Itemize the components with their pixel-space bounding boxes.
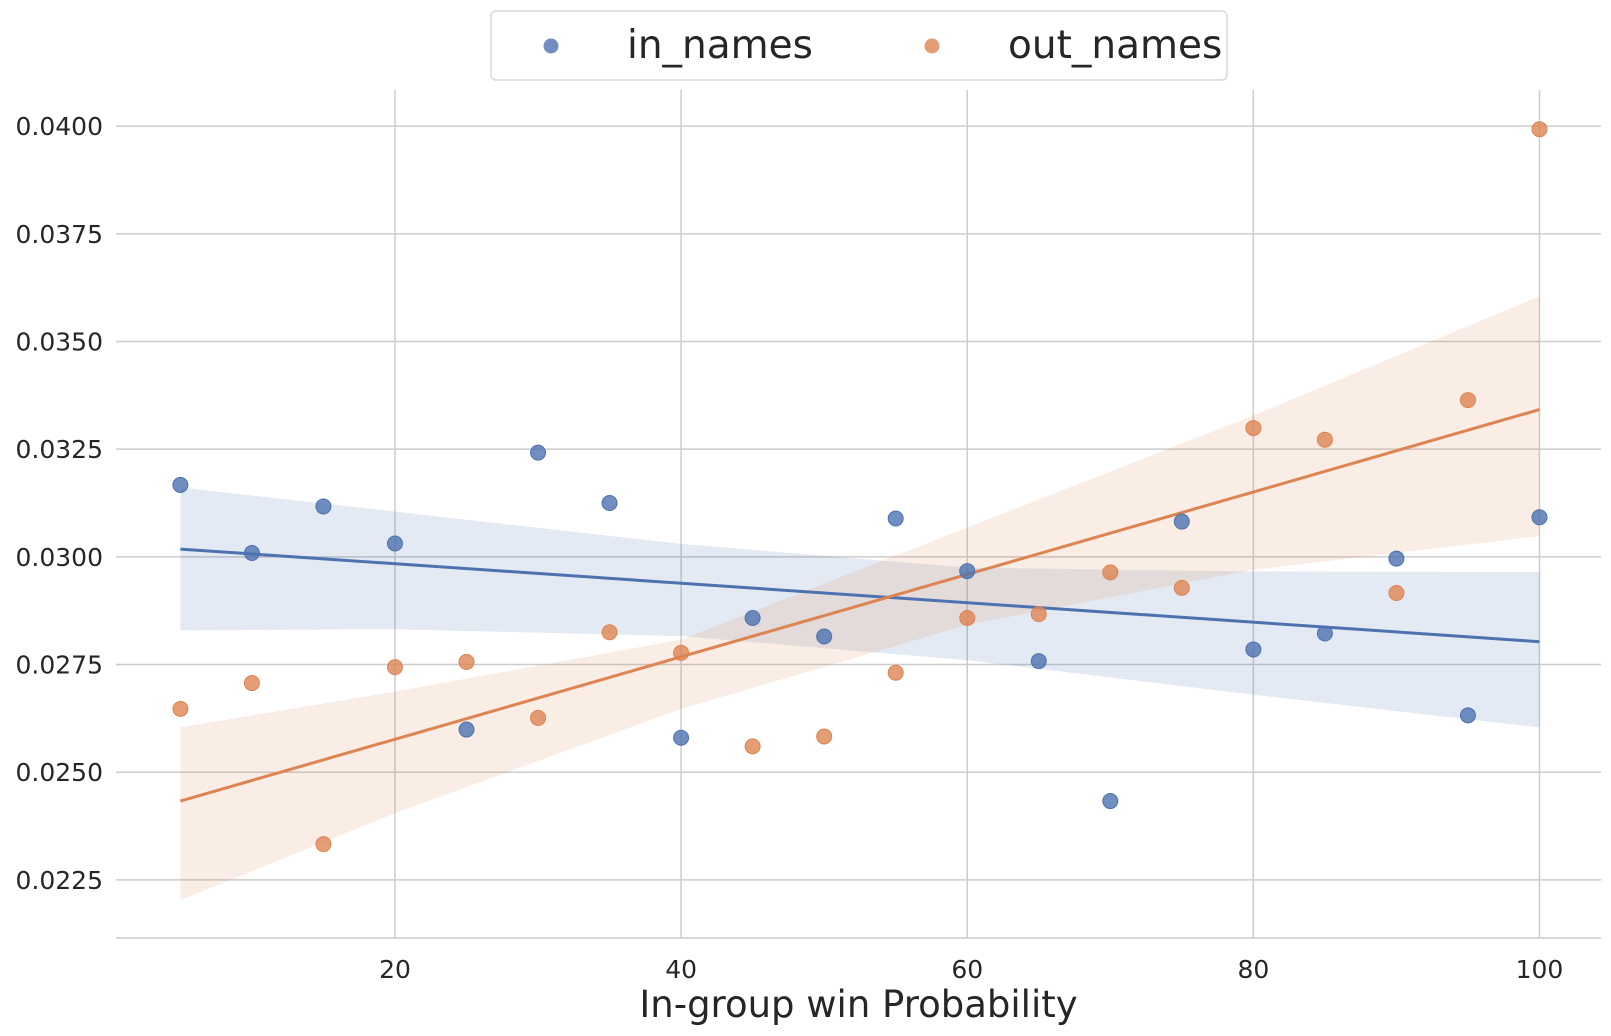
- data-point-out_names: [172, 700, 189, 717]
- y-tick-label: 0.0325: [16, 435, 103, 464]
- data-point-in_names: [1388, 550, 1405, 567]
- x-tick-label: 60: [951, 955, 983, 984]
- y-tick-label: 0.0400: [16, 112, 103, 141]
- confidence-bands: [180, 296, 1540, 901]
- data-point-out_names: [386, 659, 403, 676]
- legend-frame: [490, 10, 1228, 81]
- data-point-out_names: [1102, 564, 1119, 581]
- data-point-out_names: [458, 653, 475, 670]
- x-axis-title: In-group win Probability: [639, 983, 1077, 1026]
- data-point-in_names: [1531, 509, 1548, 526]
- data-point-in_names: [1030, 653, 1047, 670]
- y-tick-label: 0.0375: [16, 220, 103, 249]
- data-point-in_names: [959, 563, 976, 580]
- data-point-in_names: [1102, 793, 1119, 810]
- data-point-out_names: [1030, 606, 1047, 623]
- data-point-out_names: [1316, 431, 1333, 448]
- data-point-in_names: [1316, 625, 1333, 642]
- legend-marker-out_names: [924, 38, 940, 54]
- legend: in_names out_names: [490, 10, 1228, 81]
- data-point-out_names: [1245, 420, 1262, 437]
- y-tick-label: 0.0300: [16, 543, 103, 572]
- data-point-in_names: [243, 544, 260, 561]
- x-tick-label: 20: [379, 955, 411, 984]
- fit-line-out_names: [179, 408, 1540, 803]
- y-tick-label: 0.0275: [16, 651, 103, 680]
- data-point-in_names: [1173, 513, 1190, 530]
- data-points: [172, 121, 1548, 853]
- confidence-band-in_names: [180, 487, 1540, 728]
- data-point-out_names: [816, 728, 833, 745]
- data-point-out_names: [601, 624, 618, 641]
- data-point-out_names: [243, 675, 260, 692]
- data-point-out_names: [315, 836, 332, 853]
- data-point-in_names: [887, 510, 904, 527]
- legend-marker-in_names: [543, 38, 559, 54]
- data-point-out_names: [1459, 392, 1476, 409]
- data-point-out_names: [1388, 585, 1405, 602]
- data-point-in_names: [601, 495, 618, 512]
- x-tick-label: 100: [1516, 955, 1564, 984]
- data-point-in_names: [315, 498, 332, 515]
- data-point-out_names: [959, 610, 976, 627]
- data-point-out_names: [887, 664, 904, 681]
- data-point-out_names: [673, 644, 690, 661]
- legend-label-in_names: in_names: [627, 23, 813, 68]
- legend-label-out_names: out_names: [1008, 23, 1222, 68]
- data-point-in_names: [386, 535, 403, 552]
- data-point-in_names: [816, 628, 833, 645]
- x-tick-label: 40: [665, 955, 697, 984]
- axes: 0.0225 0.0250 0.0275 0.0300 0.0325 0.0350 0.03…: [16, 112, 1601, 984]
- data-point-in_names: [172, 476, 189, 493]
- regression-lines: [179, 408, 1540, 803]
- data-point-out_names: [1173, 579, 1190, 596]
- data-point-in_names: [458, 721, 475, 738]
- y-tick-label: 0.0350: [16, 328, 103, 357]
- data-point-in_names: [1459, 707, 1476, 724]
- confidence-band-out_names: [180, 296, 1540, 901]
- x-tick-label: 80: [1237, 955, 1269, 984]
- data-point-out_names: [530, 709, 547, 726]
- data-point-in_names: [1245, 641, 1262, 658]
- data-point-out_names: [1531, 121, 1548, 138]
- fit-line-in_names: [180, 547, 1540, 644]
- data-point-out_names: [744, 738, 761, 755]
- data-point-in_names: [744, 610, 761, 627]
- data-point-in_names: [673, 729, 690, 746]
- y-tick-label: 0.0225: [16, 866, 103, 895]
- data-point-in_names: [530, 444, 547, 461]
- y-tick-label: 0.0250: [16, 758, 103, 787]
